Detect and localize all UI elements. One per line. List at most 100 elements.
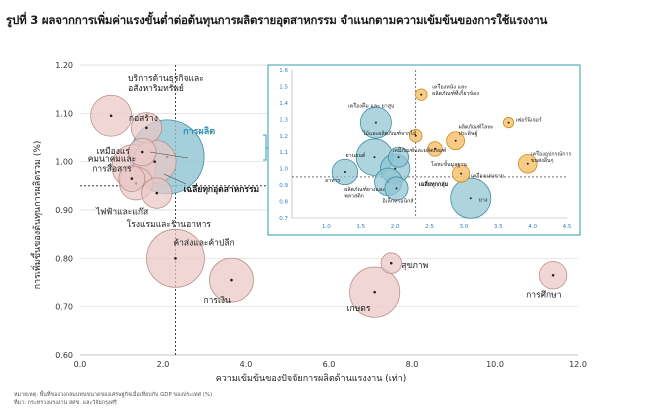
inset-connector (263, 134, 268, 161)
x-tick-label: 0.0 (74, 360, 87, 369)
bubble-label: การผลิต (183, 126, 215, 137)
inset-y-tick-label: 1.6 (279, 68, 288, 74)
figure-title: รูปที่ 3 ผลจากการเพิ่มค่าแรงขั้นต่ำต่อต้… (6, 13, 548, 27)
inset-x-tick-label: 1.0 (322, 224, 331, 230)
bubble-center-dot (130, 177, 134, 180)
x-tick-label: 6.0 (323, 360, 336, 369)
inset-average-label: เฉลี่ยทุกกลุ่ม (419, 180, 449, 188)
y-axis-title: การเพิ่มขึ้นของต้นทุนการผลิตรวม (%) (30, 141, 43, 290)
inset-bubble-center-dot (434, 147, 436, 150)
inset-bubble-center-dot (526, 162, 529, 165)
inset-bubble-label: ยานยนต์ (346, 152, 366, 159)
bubble-label: โรงแรมและร้านอาหาร (127, 219, 212, 230)
x-tick-label: 2.0 (157, 360, 170, 369)
inset-x-tick-label: 4.5 (563, 224, 572, 230)
inset-x-tick-label: 3.0 (460, 224, 469, 230)
inset-y-tick-label: 1.4 (279, 101, 288, 107)
inset-bubble-label: เครื่องดื่ม และ ยาสูบ (348, 102, 394, 110)
y-tick-label: 0.90 (55, 206, 73, 215)
bubble-label: การเงิน (203, 296, 231, 306)
inset-bubble-center-dot (373, 156, 376, 159)
bubble-label: ไฟฟ้าและแก๊ส (95, 206, 149, 217)
bubble-center-dot (230, 278, 233, 282)
bubble-label-line: การสื่อสาร (92, 163, 132, 175)
y-tick-label: 0.70 (55, 303, 73, 312)
inset-x-tick-label: 1.5 (356, 224, 365, 230)
main-plot-labels: บริการด้านธุรกิจและอสังหาริมทรัพย์ก่อสร้… (88, 73, 562, 314)
inset-x-tick-label: 4.0 (528, 224, 537, 230)
bubble-center-dot (551, 273, 555, 277)
inset-bubble-center-dot (374, 121, 377, 124)
bubble-label: บริการด้านธุรกิจและอสังหาริมทรัพย์ (128, 73, 204, 94)
bubble-label: การศึกษา (526, 290, 561, 300)
inset-bubble-center-dot (397, 156, 400, 159)
inset-y-tick-label: 1.1 (279, 150, 288, 156)
y-tick-label: 1.00 (55, 158, 73, 167)
inset-y-tick-label: 1.0 (279, 167, 288, 173)
x-axis-title: ความเข้มข้นของปัจจัยการผลิตด้านแรงงาน (เ… (216, 373, 407, 384)
bubble-label-line: บริการด้านธุรกิจและ (128, 73, 204, 84)
inset-bubble-label: ยาง (479, 197, 488, 203)
bubble-label: ก่อสร้าง (129, 113, 158, 124)
main-plot-bubbles (90, 94, 568, 318)
inset-bubble-label-line: ประดิษฐ์ (459, 130, 478, 137)
bubble-center-dot (153, 160, 156, 163)
inset-y-tick-label: 0.9 (279, 183, 288, 189)
inset-x-tick-label: 2.5 (425, 224, 434, 230)
y-tick-label: 1.20 (55, 61, 73, 70)
bubble-center-dot (155, 191, 159, 195)
inset-bubble-label: เครื่องอุปกรณ์การขนส่งอื่นๆ (531, 150, 572, 165)
inset-bubble-label: ไม้และผลิตภัณฑ์จากไม้ (362, 129, 417, 137)
inset-bubble-center-dot (395, 187, 398, 190)
inset-bubble-label-line: ผลิตภัณฑ์ยางและ (344, 186, 385, 193)
inset-bubble-center-dot (507, 121, 510, 124)
inset-y-tick-label: 0.7 (279, 216, 288, 222)
bubble-label-line: อสังหาริมทรัพย์ (128, 83, 184, 94)
inset-bubble-label-line: ขนส่งอื่นๆ (531, 156, 554, 164)
bubble-center-dot (389, 261, 393, 265)
inset-plot: 0.7 0.8 0.9 1.0 1.1 1.2 1.3 1.4 1.5 1.6 1.0 1.5 2.0 2… (263, 64, 581, 236)
bubble-label: ค้าส่งและค้าปลีก (173, 237, 234, 248)
bubble-label: คมนาคมและการสื่อสาร (88, 155, 136, 175)
inset-bubble-label-line: ผลิตภัณฑ์โลหะ (459, 124, 494, 131)
inset-y-tick-label: 0.8 (279, 200, 288, 206)
inset-bubble-label-line: เครื่องหนัง และ (432, 83, 467, 91)
x-tick-label: 12.0 (569, 360, 587, 369)
x-tick-label: 10.0 (486, 360, 504, 369)
inset-x-tick-label: 2.0 (391, 224, 400, 230)
inset-bubble-label-line: พลาสติก (344, 192, 364, 199)
bubble-center-dot (373, 290, 376, 294)
inset-bubble-label: อิเล็กทรอนิกส์ (383, 196, 415, 204)
inset-bubble-label: เครื่องแต่งกาย (471, 172, 504, 180)
inset-bubble-center-dot (460, 172, 463, 175)
inset-bubble-label: โลหะขั้นมูลฐาน (431, 160, 467, 168)
leader-line (149, 151, 189, 159)
x-tick-label: 4.0 (240, 360, 253, 369)
bubble-label-line: คมนาคมและ (88, 155, 136, 165)
inset-y-tick-label: 1.5 (279, 84, 288, 90)
inset-bubble-label-line: ผลิตภัณฑ์ที่เกี่ยวข้อง (432, 89, 479, 97)
inset-y-tick-label: 1.3 (279, 117, 288, 123)
inset-bubble-label: ผลิตภัณฑ์ยางและพลาสติก (344, 186, 385, 200)
bubble-center-dot (109, 114, 113, 118)
bubble-center-dot (145, 126, 148, 130)
bubble-center-dot (140, 150, 144, 154)
x-tick-label: 8.0 (406, 360, 419, 369)
inset-bubble-center-dot (343, 170, 346, 173)
bubble-center-dot (174, 257, 177, 260)
inset-bubble-label: อาหาร (325, 178, 341, 184)
y-tick-label: 1.10 (55, 109, 73, 118)
inset-bubble-center-dot (469, 197, 472, 200)
figure-source: ที่มา: กระทรวงแรงงาน สศช. และวิจัยกรุงศร… (14, 400, 117, 406)
inset-bubble-label: เฟอร์นิเจอร์ (516, 117, 542, 124)
y-tick-label: 0.60 (55, 351, 73, 360)
inset-bubble-center-dot (420, 93, 423, 96)
inset-bubble-label: ผลิตภัณฑ์โลหะประดิษฐ์ (459, 124, 494, 138)
bubble-label: เกษตร (347, 304, 371, 314)
leader-line (163, 173, 187, 185)
y-tick-label: 0.80 (55, 254, 73, 263)
inset-bubble-label: เคมีภัณฑ์และผลิตภัณฑ์ (393, 147, 447, 154)
inset-bubble-center-dot (454, 139, 457, 142)
inset-bubble-center-dot (414, 134, 417, 137)
